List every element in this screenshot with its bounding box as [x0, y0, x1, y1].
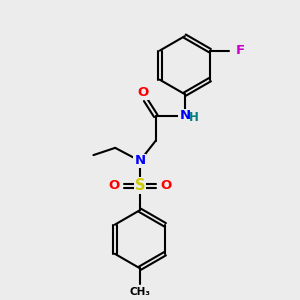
Text: N: N: [134, 154, 146, 167]
Text: O: O: [160, 179, 172, 192]
Text: N: N: [179, 110, 191, 122]
Text: F: F: [236, 44, 245, 57]
Text: S: S: [135, 178, 145, 193]
Text: O: O: [137, 86, 148, 99]
Text: O: O: [108, 179, 119, 192]
Text: CH₃: CH₃: [129, 287, 150, 297]
Text: H: H: [189, 111, 199, 124]
